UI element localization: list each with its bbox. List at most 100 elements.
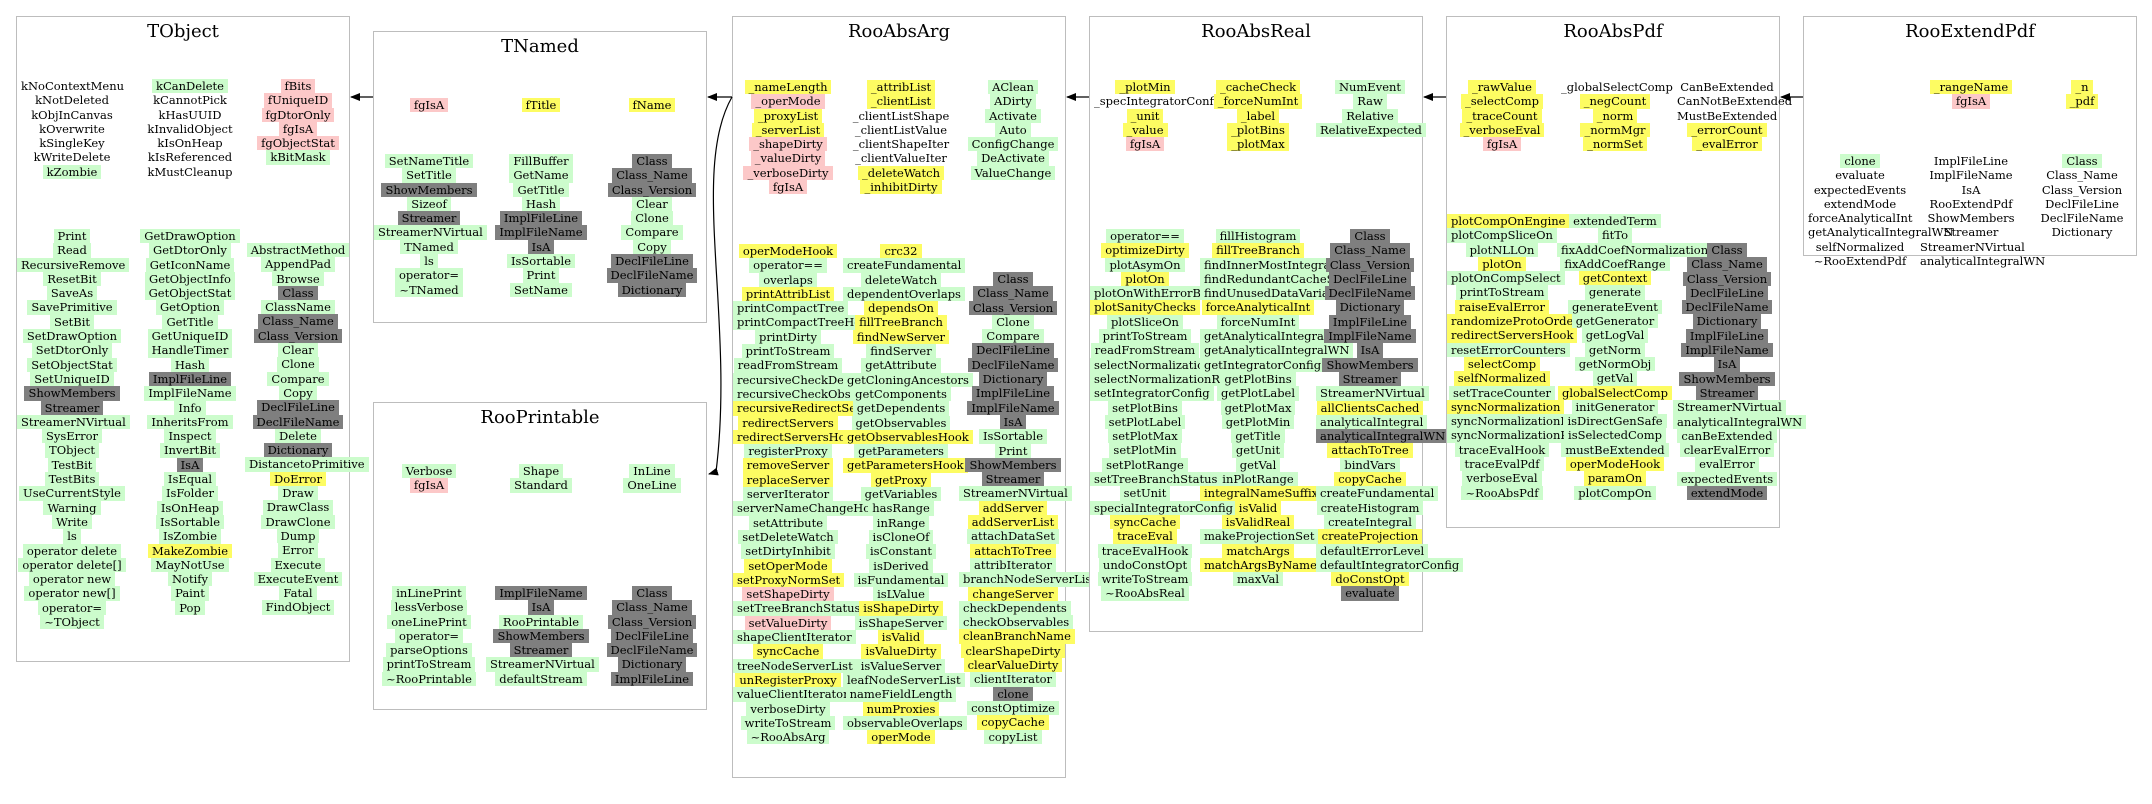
member-item: Execute [270,557,326,572]
member-item: expectedEvents [1676,471,1778,487]
member-item: Inspect [164,429,216,444]
member-item: ResetBit [43,271,101,287]
member-item: Dump [276,528,320,544]
member-item: _rangeName [1929,80,2013,95]
member-item: IsZombie [158,529,222,544]
member-item: getGenerator [1571,314,1659,329]
member-item: printCompactTree [733,301,849,316]
member-item: fgIsA [409,98,449,113]
member-item: kZombie [42,164,102,180]
member-item: IsA [176,457,204,473]
member-item: isShapeServer [854,615,948,631]
member-item: RecursiveRemove [17,257,130,272]
member-item: operator delete [22,543,122,558]
member-item: InvertBit [159,443,221,458]
member-item: Dictionary [978,372,1048,387]
member-item: setShapeDirty [742,587,834,602]
member-item: Streamer [1338,371,1402,387]
member-item: ShowMembers [1322,357,1418,372]
member-item: initGenerator [1571,399,1659,415]
member-item: createHistogram [1316,500,1424,515]
member-item: Paint [171,586,209,601]
member-item: setPlotMax [1108,429,1182,444]
member-item: fitTo [1598,228,1632,243]
member-item: findUnusedDataVariables [1200,286,1357,301]
member-item: analyticalIntegralWN [1920,254,2046,269]
member-item: ls [420,254,438,269]
column: InLine OneLine [596,464,708,493]
member-item: RooExtendPdf [1929,196,2013,211]
column: AbstractMethod AppendPad Browse Class ClassN… [245,243,369,615]
member-item: serverNameChangeHook [733,501,889,516]
member-item: Class_Version [607,182,697,197]
member-item: Streamer [40,400,104,415]
member-item: IsFolder [161,486,219,501]
column: Class Class_Name Class_Version Clear Clone Co… [596,154,708,297]
member-item: Class_Version [253,328,343,344]
member-item: ImplFileLine [148,371,232,387]
member-item: printDirty [754,329,822,345]
member-item: operator new [28,572,116,587]
member-item: _shapeDirty [749,137,827,152]
member-item: kMustCleanup [147,164,233,179]
member-item: GetTitle [162,314,218,330]
member-item: createProjection [1317,529,1423,544]
member-item: redirectServersHook [1447,328,1578,343]
member-item: readFromStream [1090,343,1200,358]
member-item: Clone [992,314,1034,330]
member-item: Clone [277,357,319,372]
member-item: fgIsA [409,478,449,493]
member-item: _rawValue [1468,80,1536,95]
member-item: getVal [1235,457,1281,473]
member-item: _attribList [866,80,936,95]
member-item: FillBuffer [509,154,573,169]
member-item: Hash [170,357,210,372]
member-item: getTitle [1231,429,1285,444]
member-item: attachToTree [970,543,1056,558]
member-item: StreamerNVirtual [374,225,487,240]
member-item: operator new[] [24,586,120,601]
member-item: maxVal [1232,572,1284,587]
member-item: redirectServersHook [733,429,864,445]
member-item: ~RooAbsPdf [1461,485,1543,500]
member-item: getAnalyticalIntegralWN [1808,225,1954,240]
member-item: attachToTree [1327,443,1413,458]
member-item: _plotMin [1115,80,1175,95]
member-item: getAnalyticalIntegralWN [1200,343,1354,358]
member-item: Draw [278,486,318,501]
member-item: getAttribute [861,358,941,373]
member-item: _forceNumInt [1213,94,1303,109]
member-item: Streamer [1695,385,1759,401]
column: CanBeExtended CanNotBeExtended MustBeExten… [1673,80,1792,152]
member-item: printToStream [382,657,476,672]
column: _nameLength _operMode _proxyList _serverLis… [733,80,843,195]
member-item: DeclFileLine [1686,285,1768,301]
member-item: _clientShapeIter [852,137,950,152]
member-item: GetName [509,168,573,183]
member-item: generate [1584,285,1646,300]
member-item: GetTitle [513,182,569,197]
member-item: evalError [1695,457,1759,472]
member-item: setPlotMin [1109,443,1181,458]
member-item: isFundamental [853,572,949,588]
member-item: SetUniqueID [30,371,114,387]
member-item: fTitle [521,98,561,113]
member-item: GetIconName [145,257,235,272]
member-item: copyCache [1334,472,1406,487]
member-item: DeclFileName [606,643,698,658]
column: Class Class_Name Class_Version DeclFileLine… [1673,243,1807,501]
member-item: isValid [1234,500,1282,515]
member-item: setAttribute [748,515,828,530]
member-item: Clear [632,196,672,212]
member-item: optimizeDirty [1101,243,1189,258]
member-item: NumEvent [1334,80,1406,95]
member-item: Class [278,285,318,301]
member-item: InLine [629,464,675,479]
member-item: GetDrawOption [140,229,240,244]
member-item: isValidReal [1221,514,1295,530]
member-item: plotSliceOn [1107,314,1183,330]
member-item: _n [2071,80,2093,95]
member-item: printToStream [1455,285,1549,300]
member-item: overlaps [759,272,817,287]
column: Class Class_Name Class_Version Clone Compare… [959,272,1100,744]
